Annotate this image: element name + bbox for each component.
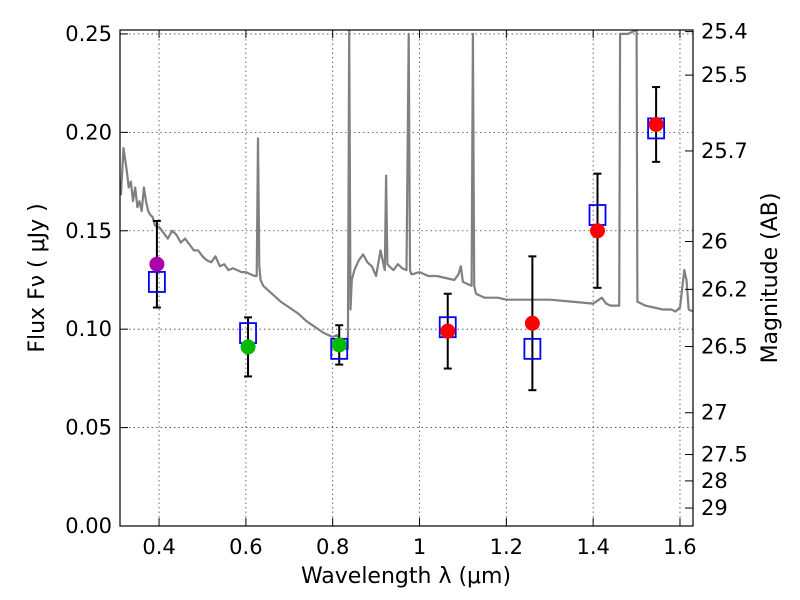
right-tick-label: 25.4 — [701, 20, 748, 44]
y-tick-label: 0.25 — [65, 22, 112, 46]
y-tick-label: 0.05 — [65, 416, 112, 440]
observed-point — [149, 256, 165, 272]
x-tick-label: 1.2 — [490, 535, 523, 559]
right-tick-label: 27 — [701, 401, 728, 425]
plot-frame — [119, 29, 694, 527]
x-tick-label: 0.4 — [142, 535, 175, 559]
template-spectrum-line — [120, 30, 693, 350]
right-tick-label: 27.5 — [701, 443, 748, 467]
right-tick-label: 26.5 — [701, 334, 748, 358]
observed-point — [240, 339, 256, 355]
y-axis-ticks: 0.00 0.05 0.10 0.15 0.20 0.25 — [65, 22, 128, 538]
x-tick-label: 0.8 — [316, 535, 349, 559]
observed-photometry-points — [149, 116, 664, 355]
right-axis-ticks: 25.4 25.5 25.7 26 26.2 26.5 27 27.528 29 — [685, 20, 748, 520]
y-tick-label: 0.15 — [65, 219, 112, 243]
right-tick-label: 29 — [701, 496, 728, 520]
right-tick-label: 25.5 — [701, 63, 748, 87]
y-tick-label: 0.20 — [65, 120, 112, 144]
model-square — [523, 337, 542, 360]
observed-point — [648, 116, 664, 132]
y-tick-label: 0.10 — [65, 317, 112, 341]
right-tick-label: 26.2 — [701, 277, 748, 301]
x-tick-label: 1.6 — [663, 535, 696, 559]
x-axis-label: Wavelength λ (μm) — [301, 564, 511, 589]
right-tick-label: 26 — [701, 230, 728, 254]
x-tick-label: 1 — [413, 535, 426, 559]
x-tick-label: 1.4 — [576, 535, 609, 559]
right-tick-label: 28 — [701, 469, 728, 493]
grid-lines — [120, 30, 693, 527]
observed-point — [331, 337, 347, 353]
observed-point — [590, 223, 605, 239]
y-tick-label: 0.00 — [65, 514, 112, 538]
plot-background — [120, 30, 693, 526]
model-square — [147, 271, 166, 293]
observed-point — [524, 315, 540, 331]
y-axis-label: Flux Fν ( μJy ) — [25, 203, 50, 352]
observed-point — [440, 323, 456, 339]
x-tick-label: 0.6 — [229, 535, 262, 559]
right-tick-label: 25.7 — [701, 139, 748, 163]
right-axis-label: Magnitude (AB) — [758, 193, 783, 364]
x-axis-ticks: 0.4 0.6 0.8 1 1.2 1.4 1.6 — [142, 30, 697, 559]
